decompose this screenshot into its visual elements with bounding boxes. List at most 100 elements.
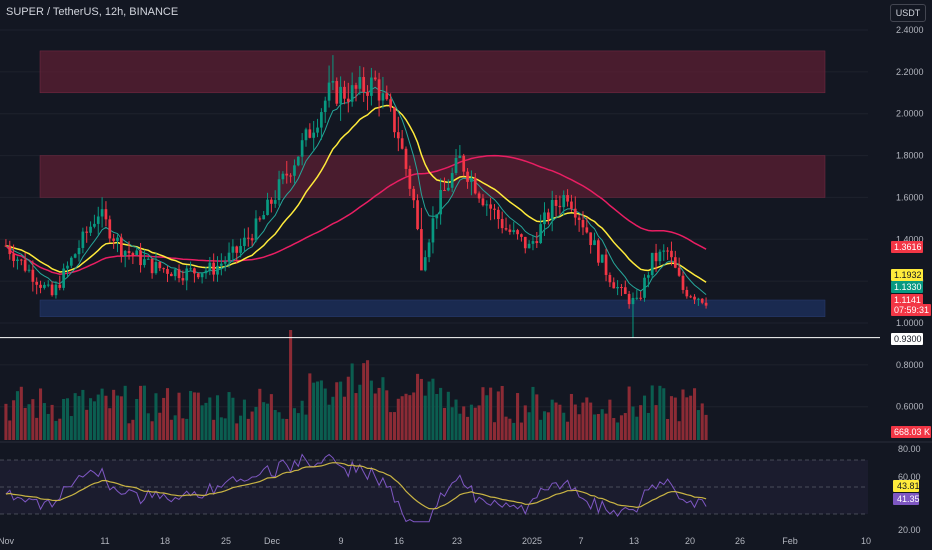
candle-body[interactable] [404,148,408,169]
candle-body[interactable] [589,232,593,246]
candle-body[interactable] [346,98,350,102]
candle-body[interactable] [185,268,189,281]
candle-body[interactable] [143,259,146,266]
candle-body[interactable] [12,254,15,261]
candle-body[interactable] [631,297,635,305]
candle-body[interactable] [100,209,104,217]
candle-body[interactable] [496,209,500,220]
candle-body[interactable] [216,265,219,275]
candle-body[interactable] [320,112,323,128]
candle-body[interactable] [470,177,473,182]
candle-body[interactable] [323,100,327,113]
candle-body[interactable] [104,209,108,220]
candle-body[interactable] [400,138,404,149]
candle-body[interactable] [420,229,423,271]
candle-body[interactable] [647,275,650,278]
candle-body[interactable] [150,258,154,274]
candle-body[interactable] [558,205,562,208]
candle-body[interactable] [200,273,204,278]
candle-body[interactable] [169,273,173,277]
candle-body[interactable] [481,198,485,206]
candle-body[interactable] [523,236,527,249]
candle-body[interactable] [408,168,412,189]
candle-body[interactable] [239,246,242,253]
candle-body[interactable] [493,208,496,210]
candle-body[interactable] [512,230,516,233]
candle-body[interactable] [562,195,566,208]
candle-body[interactable] [196,273,200,278]
candle-body[interactable] [554,199,558,206]
candle-body[interactable] [520,234,523,237]
candle-body[interactable] [266,199,269,216]
candle-body[interactable] [46,284,50,286]
candle-body[interactable] [243,237,246,247]
candle-body[interactable] [135,250,139,256]
candle-body[interactable] [204,270,208,274]
candle-body[interactable] [547,212,550,220]
candle-body[interactable] [296,156,300,166]
candle-body[interactable] [289,175,292,177]
candle-body[interactable] [673,257,677,268]
candle-body[interactable] [435,214,439,219]
candle-body[interactable] [485,204,489,206]
candle-body[interactable] [166,269,169,274]
candle-body[interactable] [443,190,446,192]
price-axis[interactable]: 2.40002.20002.00001.80001.60001.40001.20… [0,25,931,535]
candle-body[interactable] [527,243,531,249]
candle-body[interactable] [89,226,92,233]
candle-body[interactable] [220,263,223,266]
candle-body[interactable] [262,215,266,220]
candle-body[interactable] [581,220,585,228]
candle-body[interactable] [316,127,319,133]
candle-body[interactable] [58,284,62,288]
candle-body[interactable] [358,77,362,89]
candle-body[interactable] [246,237,250,239]
candle-body[interactable] [543,212,546,225]
candle-body[interactable] [93,223,96,227]
currency-button[interactable]: USDT [890,4,926,22]
candle-body[interactable] [285,173,289,176]
candle-body[interactable] [366,91,369,96]
candle-body[interactable] [635,297,639,299]
candle-body[interactable] [139,250,142,266]
candle-body[interactable] [208,262,212,271]
candle-body[interactable] [146,258,150,260]
candle-body[interactable] [250,238,254,241]
candles-layer[interactable] [4,55,708,338]
candle-body[interactable] [650,252,654,276]
candle-body[interactable] [304,129,308,141]
candle-body[interactable] [62,268,65,288]
candle-body[interactable] [131,253,135,256]
candle-body[interactable] [77,247,81,255]
candle-body[interactable] [223,261,227,264]
candle-body[interactable] [416,200,419,230]
candle-body[interactable] [477,193,481,199]
candle-body[interactable] [704,302,708,306]
candle-body[interactable] [666,250,669,252]
candle-body[interactable] [393,107,396,133]
candle-body[interactable] [473,177,477,194]
candle-body[interactable] [373,77,377,80]
candle-body[interactable] [566,195,569,202]
candle-body[interactable] [50,284,54,296]
candle-body[interactable] [658,251,662,262]
candle-body[interactable] [23,259,27,271]
candle-body[interactable] [620,287,623,289]
candle-body[interactable] [173,269,177,277]
candle-body[interactable] [377,79,381,101]
candle-body[interactable] [231,246,235,253]
candle-body[interactable] [54,284,58,296]
candle-body[interactable] [681,275,685,290]
candle-body[interactable] [396,132,400,139]
candle-body[interactable] [643,277,646,298]
candle-body[interactable] [277,179,281,201]
candle-body[interactable] [300,140,304,157]
candle-body[interactable] [8,245,12,255]
candle-body[interactable] [700,298,704,303]
candle-body[interactable] [600,254,604,263]
candle-body[interactable] [623,287,627,294]
candle-body[interactable] [654,252,658,262]
candle-body[interactable] [597,240,600,263]
candle-body[interactable] [69,257,73,266]
candle-body[interactable] [123,251,127,257]
